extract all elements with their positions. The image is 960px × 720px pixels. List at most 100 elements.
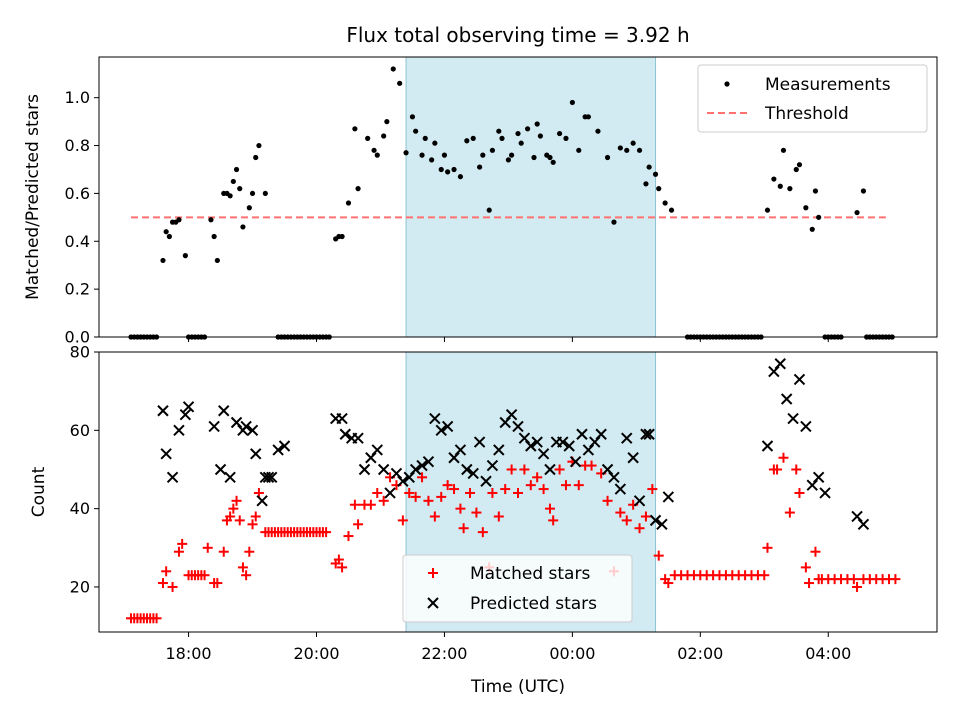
measurement-point bbox=[464, 138, 470, 144]
y-tick-label: 1.0 bbox=[65, 88, 90, 107]
measurement-point bbox=[208, 217, 214, 223]
x-tick-label: 18:00 bbox=[166, 644, 212, 663]
measurement-point bbox=[547, 154, 553, 161]
cross-b bbox=[339, 428, 351, 440]
predicted-star-point bbox=[467, 467, 479, 480]
top-legend: Measurements Threshold bbox=[697, 64, 928, 133]
predicted-star-point bbox=[563, 440, 575, 452]
cross-b bbox=[518, 432, 531, 444]
matched-star-point bbox=[791, 464, 802, 475]
measurement-point bbox=[534, 121, 540, 127]
y-tick-label: 40 bbox=[70, 499, 90, 518]
matched-star-point bbox=[759, 570, 770, 581]
matched-star-point bbox=[778, 452, 789, 463]
matched-star-point bbox=[455, 503, 466, 514]
cross-b bbox=[427, 597, 439, 609]
predicted-star-point bbox=[857, 518, 870, 531]
cross-b bbox=[390, 467, 403, 480]
measurement-point bbox=[771, 176, 777, 182]
cross-b bbox=[377, 463, 390, 476]
cross-b bbox=[467, 467, 479, 480]
predicted-star-point bbox=[643, 428, 655, 440]
bottom-legend: Matched stars Predicted stars bbox=[402, 554, 633, 623]
predicted-star-point bbox=[173, 424, 185, 437]
predicted-star-point bbox=[371, 444, 383, 456]
matched-star-point bbox=[337, 562, 348, 573]
predicted-star-point bbox=[505, 408, 518, 421]
bottom-legend-box bbox=[402, 554, 633, 623]
matched-star-point bbox=[218, 546, 229, 557]
matched-star-point bbox=[423, 495, 434, 506]
legend-label-threshold: Threshold bbox=[764, 104, 849, 124]
cross-b bbox=[557, 436, 569, 448]
predicted-star-point bbox=[531, 436, 543, 448]
cross-b bbox=[621, 432, 633, 444]
matched-star-point bbox=[890, 574, 901, 585]
measurement-point bbox=[230, 178, 236, 185]
cross-b bbox=[224, 471, 236, 484]
cross-b bbox=[266, 471, 278, 484]
matched-star-point bbox=[199, 570, 210, 581]
legend-marker-matched-stars bbox=[428, 568, 438, 578]
measurement-point bbox=[531, 154, 537, 161]
predicted-star-point bbox=[409, 463, 422, 476]
top-panel: 0.0 0.2 0.4 0.6 0.8 1.0 Flux total observing … bbox=[23, 23, 938, 347]
predicted-star-point bbox=[473, 436, 486, 448]
cross-b bbox=[595, 428, 607, 440]
cross-b bbox=[214, 463, 227, 476]
cross-b bbox=[662, 491, 675, 503]
cross-b bbox=[614, 483, 627, 495]
predicted-star-point bbox=[250, 448, 262, 460]
matched-star-point bbox=[794, 487, 805, 498]
cross-b bbox=[806, 479, 818, 491]
matched-star-point bbox=[157, 578, 168, 589]
measurement-point bbox=[166, 233, 172, 240]
matched-star-point bbox=[234, 515, 245, 526]
cross-b bbox=[499, 416, 511, 429]
matched-star-point bbox=[506, 464, 517, 475]
measurement-point bbox=[429, 157, 435, 163]
top-legend-box bbox=[697, 64, 928, 133]
cross-b bbox=[173, 424, 185, 437]
predicted-star-point bbox=[800, 420, 812, 433]
legend-label-matched-stars: Matched stars bbox=[470, 564, 590, 584]
measurement-point bbox=[256, 142, 262, 149]
cross-b bbox=[240, 420, 252, 433]
matched-star-point bbox=[372, 487, 383, 498]
measurement-point bbox=[656, 186, 662, 192]
matched-star-point bbox=[458, 523, 469, 534]
measurement-point bbox=[422, 135, 428, 141]
predicted-star-point bbox=[454, 444, 467, 456]
measurement-point bbox=[518, 140, 524, 146]
matched-star-point bbox=[177, 538, 188, 549]
predicted-star-point bbox=[240, 420, 252, 433]
predicted-star-point bbox=[557, 436, 569, 448]
measurement-point bbox=[214, 257, 220, 264]
cross-b bbox=[448, 452, 460, 464]
matched-star-point bbox=[151, 613, 162, 624]
predicted-star-point bbox=[621, 432, 633, 444]
measurement-point bbox=[397, 80, 403, 86]
matched-star-point bbox=[231, 495, 242, 506]
x-tick-label: 00:00 bbox=[549, 644, 595, 663]
predicted-star-point bbox=[787, 412, 799, 425]
matched-star-point bbox=[343, 531, 354, 542]
matched-star-point bbox=[810, 546, 821, 557]
matched-star-point bbox=[241, 570, 252, 581]
predicted-star-point bbox=[157, 405, 169, 417]
cross-b bbox=[256, 495, 268, 507]
cross-b bbox=[531, 436, 543, 448]
cross-b bbox=[429, 412, 441, 425]
cross-b bbox=[454, 444, 467, 456]
predicted-star-point bbox=[601, 463, 614, 476]
predicted-star-point bbox=[390, 467, 403, 480]
predicted-star-point bbox=[761, 440, 774, 452]
matched-star-point bbox=[477, 527, 488, 538]
cross-b bbox=[157, 405, 169, 417]
predicted-star-point bbox=[214, 463, 227, 476]
matched-star-point bbox=[784, 507, 795, 518]
measurement-point bbox=[537, 133, 543, 139]
measurement-point bbox=[630, 140, 636, 146]
cross-b bbox=[643, 428, 655, 440]
